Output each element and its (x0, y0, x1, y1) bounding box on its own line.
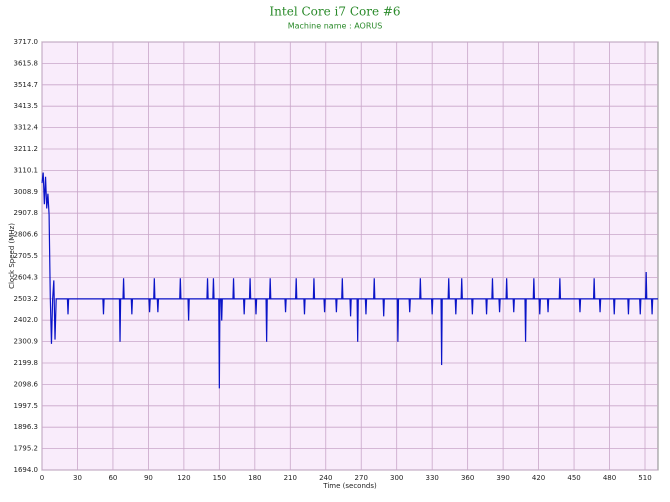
x-tick-label: 300 (390, 474, 403, 482)
y-axis-label: Clock Speed (MHz) (8, 223, 16, 289)
x-tick-label: 270 (355, 474, 368, 482)
y-tick-label: 3008.9 (14, 188, 39, 196)
y-tick-label: 1795.2 (14, 445, 39, 453)
y-tick-label: 3312.4 (14, 124, 39, 132)
x-tick-label: 210 (284, 474, 297, 482)
y-tick-label: 3110.1 (14, 166, 39, 174)
chart-subtitle: Machine name : AORUS (288, 22, 383, 31)
x-tick-label: 240 (319, 474, 332, 482)
x-tick-label: 90 (144, 474, 153, 482)
x-tick-label: 480 (603, 474, 616, 482)
x-tick-label: 30 (73, 474, 82, 482)
x-tick-label: 420 (532, 474, 545, 482)
y-tick-label: 2503.2 (14, 295, 39, 303)
y-tick-label: 3413.5 (14, 102, 39, 110)
x-tick-label: 180 (248, 474, 261, 482)
y-tick-label: 3615.8 (14, 59, 39, 67)
x-tick-label: 330 (425, 474, 438, 482)
x-tick-label: 150 (213, 474, 226, 482)
y-tick-label: 1997.5 (14, 402, 39, 410)
x-tick-label: 360 (461, 474, 474, 482)
y-tick-label: 2300.9 (14, 338, 39, 346)
y-tick-label: 2199.8 (14, 359, 39, 367)
x-tick-label: 60 (108, 474, 117, 482)
x-tick-label: 0 (40, 474, 44, 482)
y-tick-label: 2705.5 (14, 252, 39, 260)
y-tick-label: 3514.7 (14, 81, 39, 89)
data-line (41, 172, 658, 389)
y-tick-label: 2907.8 (14, 209, 39, 217)
x-tick-label: 390 (496, 474, 509, 482)
y-tick-label: 3211.2 (14, 145, 39, 153)
y-tick-label: 2806.6 (14, 231, 39, 239)
y-tick-label: 2402.0 (14, 316, 39, 324)
chart-title: Intel Core i7 Core #6 (269, 5, 400, 19)
x-axis-label: Time (seconds) (322, 482, 377, 490)
y-tick-label: 2604.3 (14, 273, 39, 281)
y-tick-label: 3717.0 (14, 38, 39, 46)
x-tick-label: 450 (567, 474, 580, 482)
x-tick-label: 120 (177, 474, 190, 482)
y-tick-label: 1694.0 (14, 466, 39, 474)
y-tick-label: 1896.3 (14, 423, 39, 431)
y-tick-label: 2098.6 (14, 380, 39, 388)
x-tick-label: 510 (638, 474, 651, 482)
